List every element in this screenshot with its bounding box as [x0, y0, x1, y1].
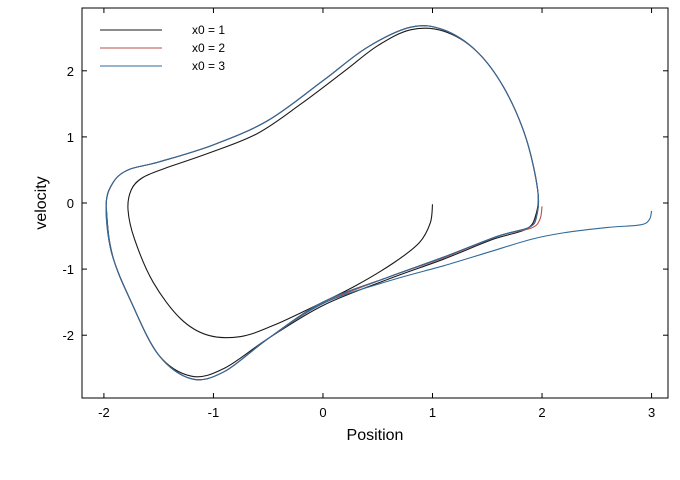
legend-label-1: x0 = 1	[192, 23, 225, 37]
y-tick-label: 0	[67, 196, 74, 211]
y-tick-label: 2	[67, 64, 74, 79]
series-line-3	[105, 25, 653, 381]
x-tick-label: 1	[429, 405, 436, 420]
legend-label-2: x0 = 2	[192, 41, 225, 55]
legend-label-3: x0 = 3	[192, 59, 225, 73]
x-tick-label: -2	[98, 405, 110, 420]
y-tick-label: -2	[62, 328, 74, 343]
series-line-1	[105, 25, 540, 381]
x-tick-label: 3	[648, 405, 655, 420]
series-layer	[105, 25, 653, 381]
y-tick-label: -1	[62, 262, 74, 277]
x-axis-title: Position	[347, 427, 404, 444]
plot-frame	[81, 7, 669, 399]
legend: x0 = 1 x0 = 2 x0 = 3	[100, 23, 225, 73]
x-tick-label: -1	[208, 405, 220, 420]
y-tick-label: 1	[67, 130, 74, 145]
x-tick-label: 2	[538, 405, 545, 420]
y-axis-title: velocity	[33, 176, 50, 229]
series-line-2	[105, 25, 543, 381]
x-tick-label: 0	[319, 405, 326, 420]
ticks-layer: -2 -1 0 1 2 3 -2 -1 0 1 2	[62, 8, 668, 420]
